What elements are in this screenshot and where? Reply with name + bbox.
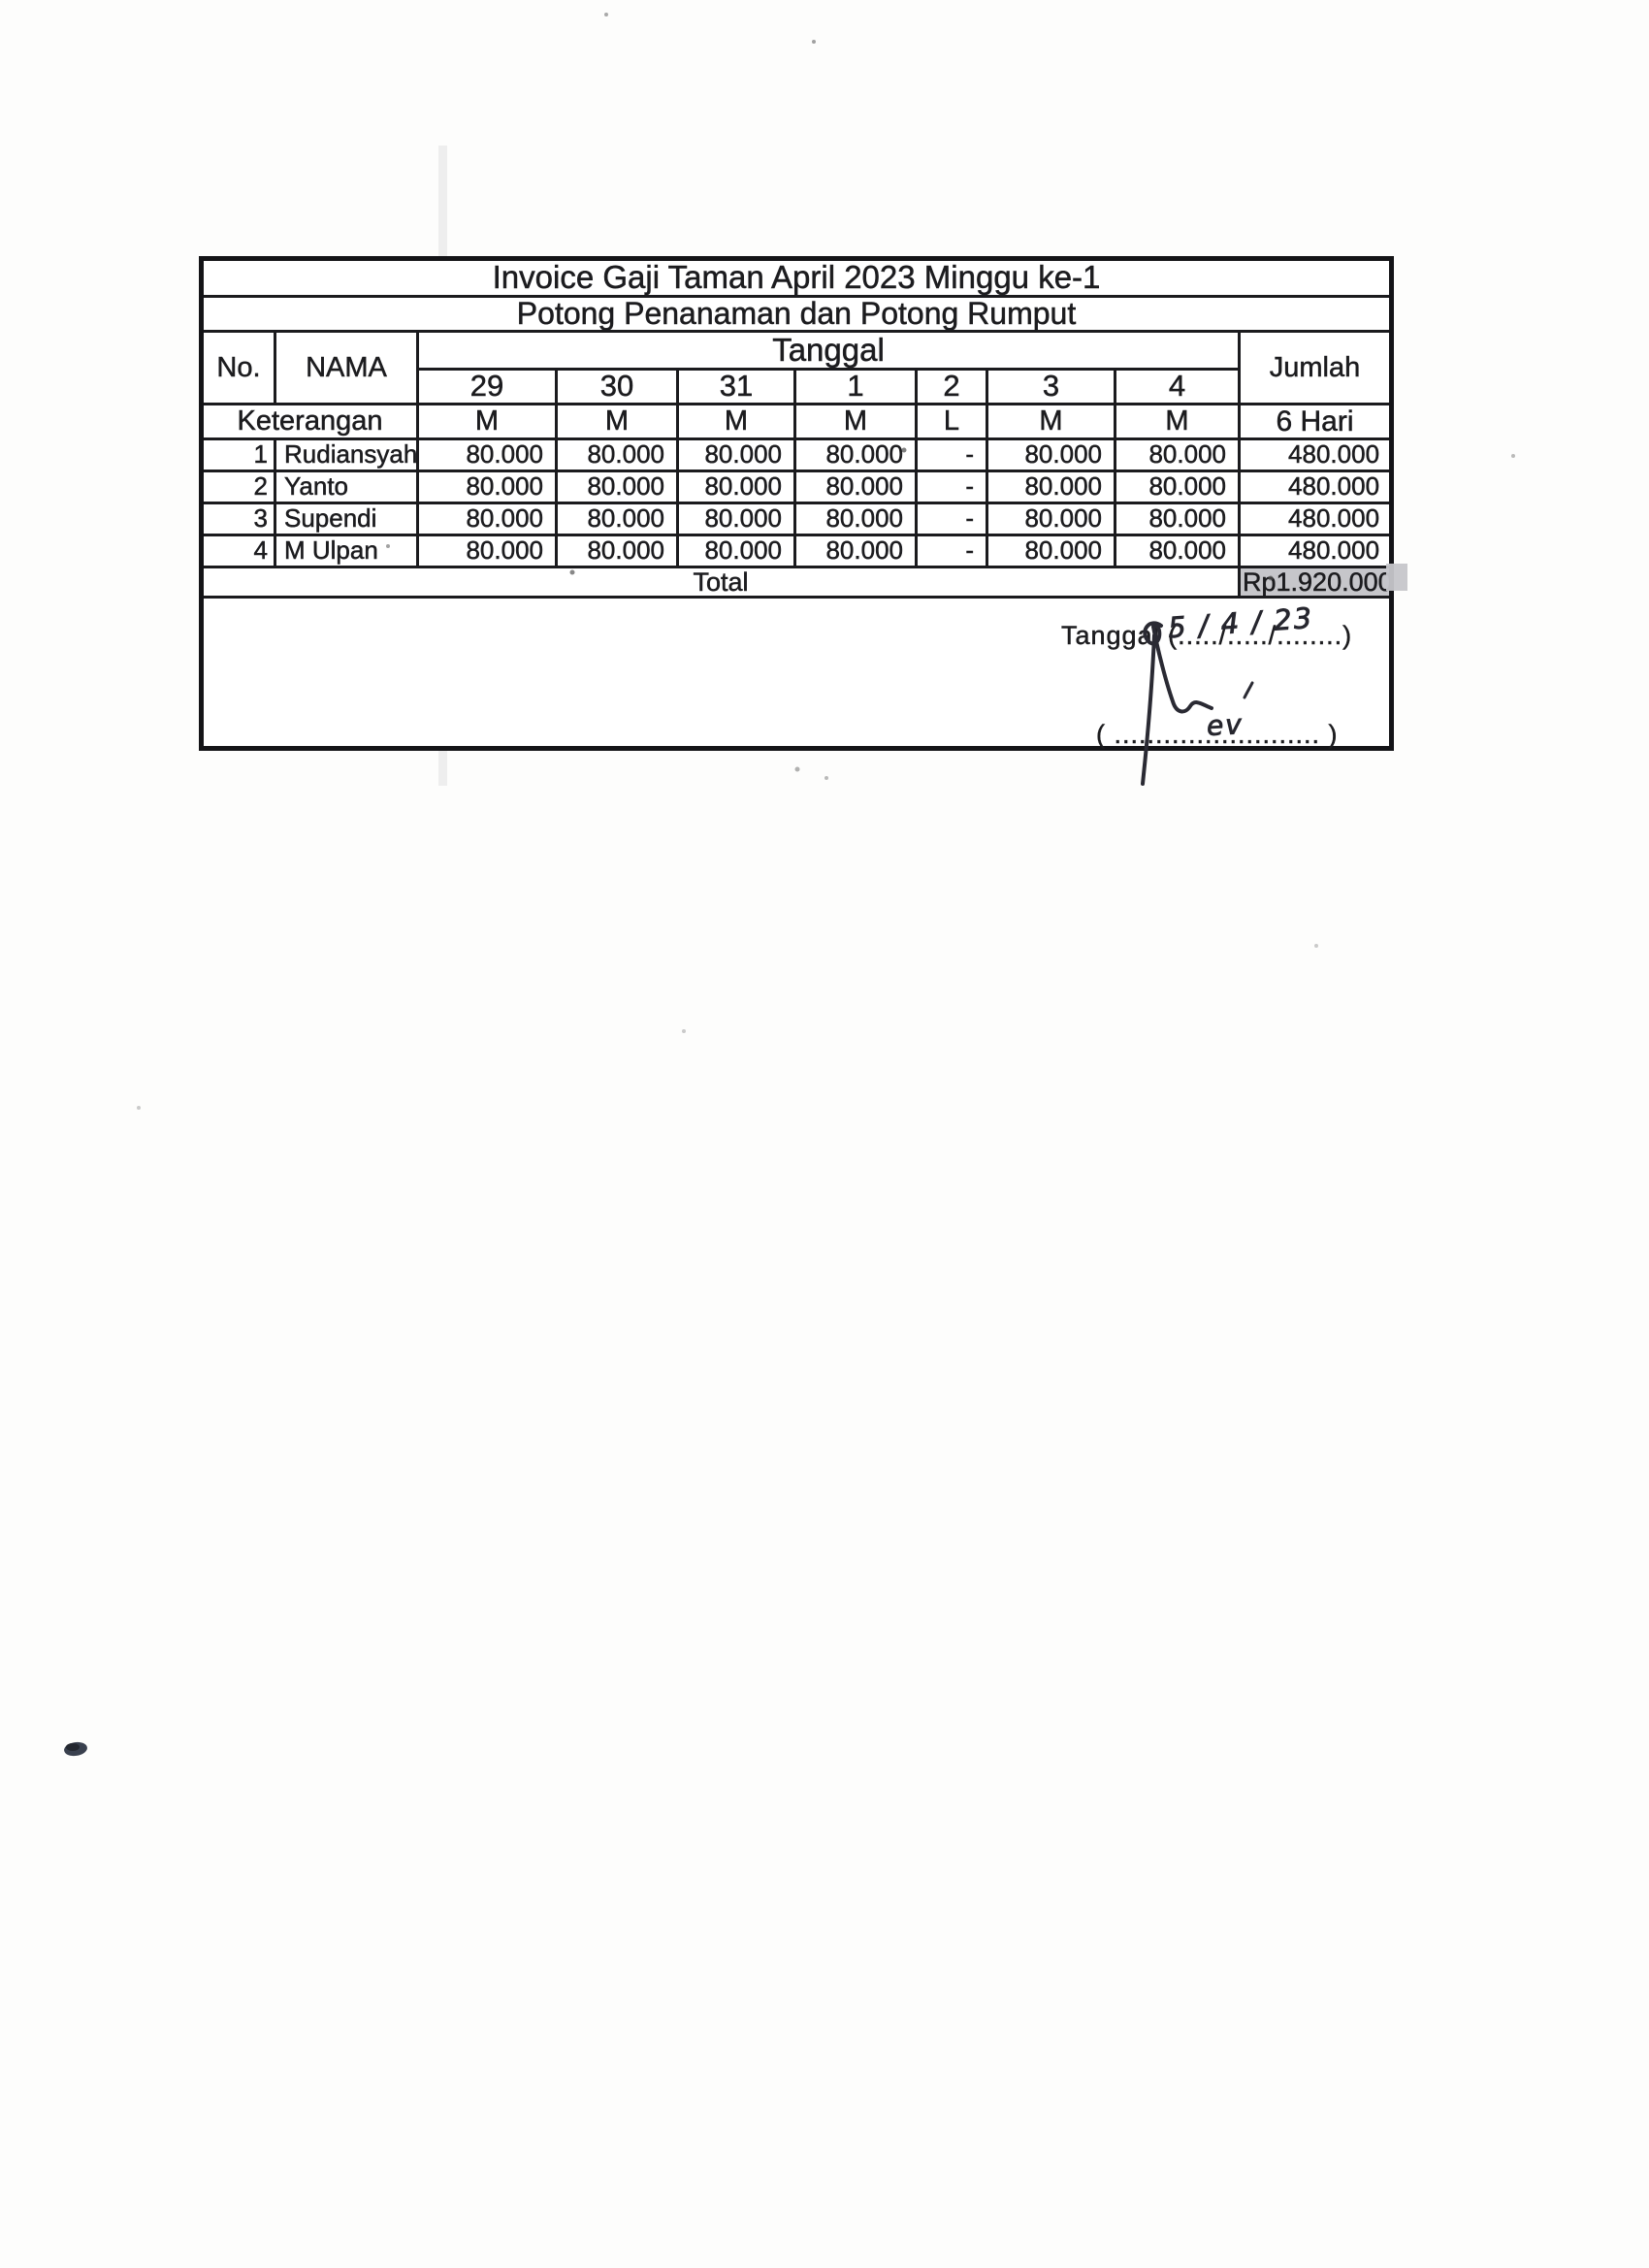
worker-name: Yanto — [274, 469, 419, 504]
col-header-jumlah: Jumlah — [1237, 330, 1394, 405]
worker-name: Supendi — [274, 501, 419, 536]
col-header-tanggal: Tanggal — [416, 330, 1241, 372]
day-value: 80.000 — [676, 469, 796, 504]
date-header-1: 1 — [793, 368, 918, 405]
signature-fill-in-line: ( ......................... ) — [1096, 720, 1339, 750]
table-row: 2 Yanto 80.000 80.000 80.000 80.000 - 80… — [200, 469, 1394, 504]
day-value: 80.000 — [676, 437, 796, 472]
day-value: 80.000 — [555, 501, 679, 536]
keterangan-total-days: 6 Hari — [1237, 402, 1394, 440]
date-header-30: 30 — [555, 368, 679, 405]
day-value: 80.000 — [986, 469, 1116, 504]
handwritten-initials: ev — [1206, 708, 1245, 743]
day-value: 80.000 — [793, 501, 918, 536]
row-total: 480.000 — [1237, 501, 1394, 536]
day-value: 80.000 — [1114, 437, 1241, 472]
day-value: - — [915, 469, 988, 504]
date-header-4: 4 — [1114, 368, 1241, 405]
row-total: 480.000 — [1237, 469, 1394, 504]
signature-area: Tanggal (...../...../........) 5 / 4 / 2… — [199, 596, 1394, 751]
day-value: - — [915, 501, 988, 536]
row-total: 480.000 — [1237, 533, 1394, 568]
day-value: 80.000 — [1114, 533, 1241, 568]
ink-blob-artifact — [64, 1741, 87, 1757]
keterangan-mark: M — [986, 402, 1116, 440]
keterangan-mark: M — [793, 402, 918, 440]
day-value: 80.000 — [416, 469, 558, 504]
day-value: 80.000 — [555, 469, 679, 504]
worker-name: Rudiansyah — [274, 437, 419, 472]
table-row: 1 Rudiansyah 80.000 80.000 80.000 80.000… — [200, 437, 1394, 472]
keterangan-mark: M — [555, 402, 679, 440]
date-header-31: 31 — [676, 368, 796, 405]
day-value: 80.000 — [555, 533, 679, 568]
day-value: - — [915, 437, 988, 472]
day-value: 80.000 — [555, 437, 679, 472]
date-header-3: 3 — [986, 368, 1116, 405]
day-value: 80.000 — [416, 501, 558, 536]
invoice-table: Invoice Gaji Taman April 2023 Minggu ke-… — [199, 256, 1395, 752]
keterangan-mark: L — [915, 402, 988, 440]
keterangan-label: Keterangan — [200, 402, 419, 440]
day-value: 80.000 — [986, 501, 1116, 536]
date-header-2: 2 — [915, 368, 988, 405]
invoice-subtitle: Potong Penanaman dan Potong Rumput — [199, 294, 1394, 334]
date-header-29: 29 — [416, 368, 558, 405]
total-label: Total — [200, 565, 1241, 599]
day-value: 80.000 — [793, 469, 918, 504]
keterangan-mark: M — [676, 402, 796, 440]
day-value: 80.000 — [676, 501, 796, 536]
table-row: 3 Supendi 80.000 80.000 80.000 80.000 - … — [200, 501, 1394, 536]
grand-total-highlighted: Rp1.920.000 — [1237, 565, 1394, 599]
row-number: 3 — [200, 501, 276, 536]
day-value: 80.000 — [416, 533, 558, 568]
row-total: 480.000 — [1237, 437, 1394, 472]
day-value: 80.000 — [793, 437, 918, 472]
day-value: 80.000 — [1114, 469, 1241, 504]
keterangan-mark: M — [416, 402, 558, 440]
day-value: 80.000 — [676, 533, 796, 568]
row-number: 2 — [200, 469, 276, 504]
col-header-no: No. — [200, 330, 276, 405]
invoice-title: Invoice Gaji Taman April 2023 Minggu ke-… — [199, 257, 1394, 298]
day-value: 80.000 — [1114, 501, 1241, 536]
day-value: 80.000 — [793, 533, 918, 568]
keterangan-mark: M — [1114, 402, 1241, 440]
worker-name: M Ulpan — [274, 533, 419, 568]
row-number: 1 — [200, 437, 276, 472]
row-number: 4 — [200, 533, 276, 568]
day-value: 80.000 — [416, 437, 558, 472]
day-value: 80.000 — [986, 437, 1116, 472]
day-value: - — [915, 533, 988, 568]
table-row: 4 M Ulpan 80.000 80.000 80.000 80.000 - … — [200, 533, 1394, 568]
col-header-nama: NAMA — [274, 330, 419, 405]
day-value: 80.000 — [986, 533, 1116, 568]
